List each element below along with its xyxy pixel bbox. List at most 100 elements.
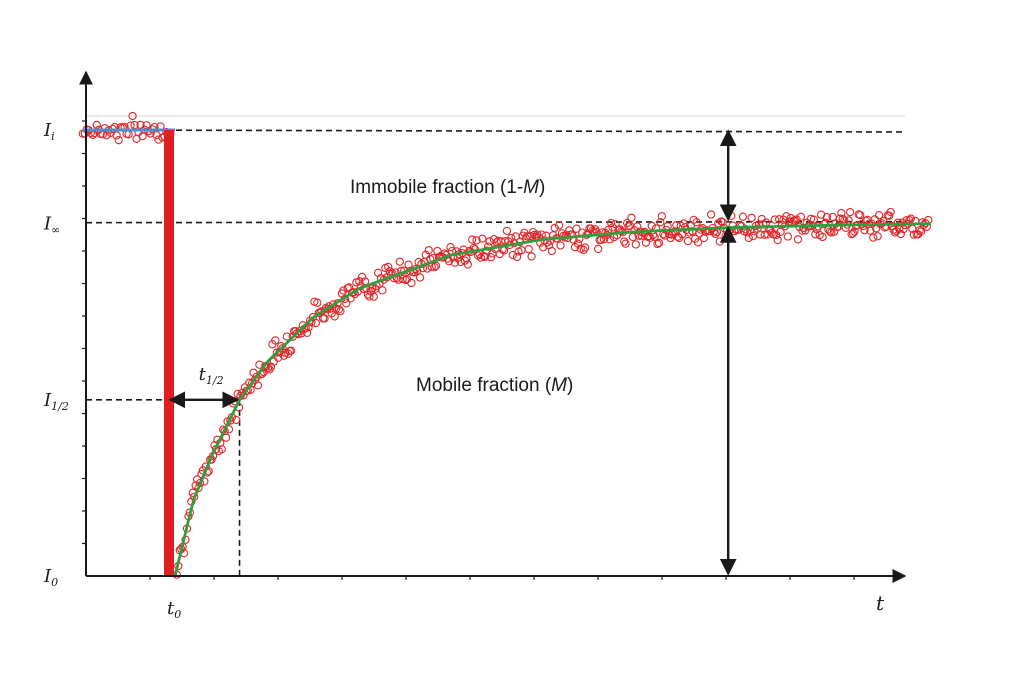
data-point — [579, 245, 588, 255]
data-point — [711, 229, 720, 239]
data-point — [830, 227, 839, 236]
data-point — [384, 262, 393, 272]
mobile-fraction-label: Mobile fraction (M) — [416, 375, 573, 396]
x-tick-label-t-zero-sub: 0 — [174, 608, 181, 621]
data-point — [547, 246, 556, 256]
data-point — [232, 415, 241, 425]
data-point — [683, 236, 693, 246]
data-point — [508, 250, 517, 260]
data-point — [424, 246, 433, 255]
data-point — [627, 213, 636, 222]
data-point — [580, 243, 590, 252]
recovery-fit-line — [173, 222, 931, 577]
data-point — [88, 130, 97, 140]
y-tick-label-i-half-base: I — [43, 390, 52, 411]
data-point — [885, 211, 894, 220]
y-tick-label-i-infinity-sub: ∞ — [51, 224, 60, 237]
data-point — [657, 212, 667, 221]
data-point — [621, 239, 630, 248]
data-point — [693, 238, 703, 247]
data-point — [395, 257, 404, 266]
y-tick-label-i-infinity-base: I — [43, 214, 52, 235]
data-point — [882, 222, 891, 231]
i-initial-dashed-line — [85, 129, 906, 133]
data-point — [358, 272, 367, 282]
data-point — [502, 226, 512, 235]
data-point — [596, 235, 606, 244]
data-point — [770, 215, 779, 224]
data-point — [650, 232, 659, 242]
data-point — [556, 241, 565, 250]
data-point — [738, 212, 748, 221]
data-point — [271, 336, 280, 345]
immobile-fraction-label-pre: Immobile fraction (1- — [350, 177, 523, 198]
data-point — [355, 277, 364, 286]
data-point — [320, 314, 329, 323]
data-point — [331, 304, 341, 313]
data-point — [282, 332, 292, 341]
data-point — [114, 136, 123, 145]
data-point — [524, 245, 533, 254]
y-tick-label-i-initial-sub: i — [51, 130, 55, 143]
data-point — [431, 261, 441, 270]
x-axis-label: t — [876, 591, 885, 615]
data-point — [692, 218, 701, 227]
data-point — [478, 234, 487, 243]
data-point — [793, 235, 803, 244]
data-point — [334, 305, 344, 314]
data-point — [572, 224, 581, 233]
t-half-label: t1/2 — [199, 364, 224, 387]
data-point — [481, 252, 490, 262]
data-point — [760, 230, 769, 239]
data-point — [769, 230, 778, 239]
data-point — [870, 215, 879, 224]
data-point — [336, 307, 345, 316]
data-point — [699, 233, 709, 243]
data-point — [915, 226, 924, 235]
data-point — [512, 252, 522, 262]
data-point — [748, 231, 758, 241]
data-point — [462, 254, 471, 263]
data-point — [253, 381, 263, 390]
data-point — [688, 227, 697, 236]
data-point — [656, 218, 665, 227]
data-point — [342, 299, 351, 308]
data-point — [136, 120, 145, 130]
data-point — [472, 236, 481, 245]
data-point — [747, 213, 756, 223]
data-point — [450, 258, 459, 267]
data-point — [654, 238, 664, 248]
data-point — [783, 232, 792, 241]
immobile-fraction-label-post: ) — [539, 177, 545, 198]
data-point — [302, 328, 312, 337]
data-point — [102, 131, 111, 140]
y-tick-label-i-zero-base: I — [43, 566, 52, 587]
data-point — [527, 252, 536, 261]
data-point — [796, 212, 806, 221]
data-point — [112, 131, 121, 140]
data-point — [330, 312, 339, 321]
i-infinity-dashed-line — [85, 220, 906, 224]
data-point — [128, 111, 137, 121]
x-tick-label-t-zero: t0 — [167, 598, 181, 621]
y-tick-label-i-infinity: I∞ — [43, 214, 60, 237]
data-point — [647, 221, 656, 231]
data-point — [811, 230, 820, 239]
data-point — [715, 237, 724, 246]
data-point — [274, 353, 283, 362]
data-point — [311, 318, 320, 328]
data-point — [446, 243, 455, 252]
data-point — [848, 229, 858, 238]
t-half-label-sub: 1/2 — [206, 374, 224, 387]
data-point — [860, 225, 869, 235]
y-tick-label-i-half-sub: 1/2 — [51, 400, 69, 413]
data-point — [605, 235, 614, 244]
data-point — [818, 232, 827, 242]
data-point — [486, 253, 496, 262]
data-point — [365, 292, 374, 301]
data-point — [468, 235, 477, 244]
data-point — [272, 348, 281, 357]
data-point — [554, 221, 564, 230]
data-point — [898, 218, 907, 227]
data-point — [886, 207, 895, 217]
